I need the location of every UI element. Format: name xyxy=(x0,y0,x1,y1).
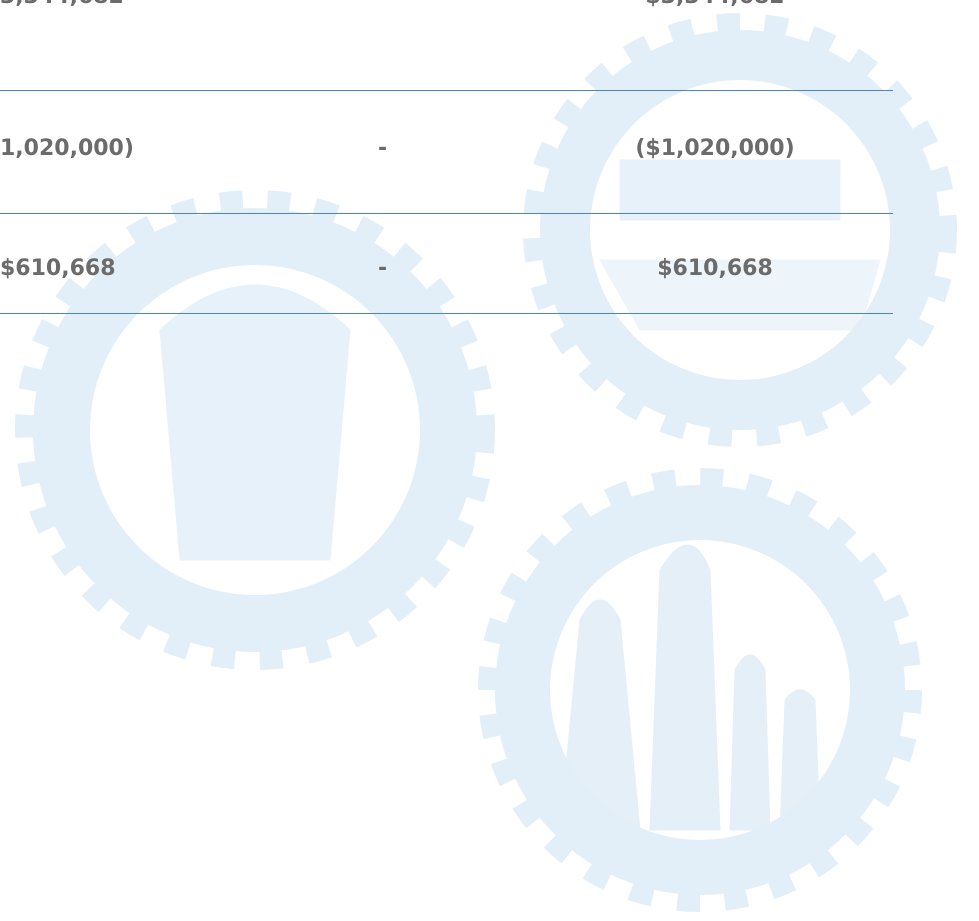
table-row xyxy=(0,213,893,314)
table-cell: 3,344,682 xyxy=(0,0,124,9)
family xyxy=(559,544,821,831)
table-cell: 1,020,000) xyxy=(0,136,134,161)
table-cell: $3,344,682 xyxy=(645,0,784,9)
water-tower xyxy=(159,284,351,561)
table-row xyxy=(0,0,893,91)
table-cell: $610,668 xyxy=(0,256,116,281)
table-cell: - xyxy=(378,136,388,161)
table-cell: - xyxy=(378,256,388,281)
tracks xyxy=(599,259,881,331)
table-cell: ($1,020,000) xyxy=(635,136,795,161)
table-cell: $610,668 xyxy=(657,256,773,281)
table-row xyxy=(0,90,893,214)
depot xyxy=(619,159,841,221)
